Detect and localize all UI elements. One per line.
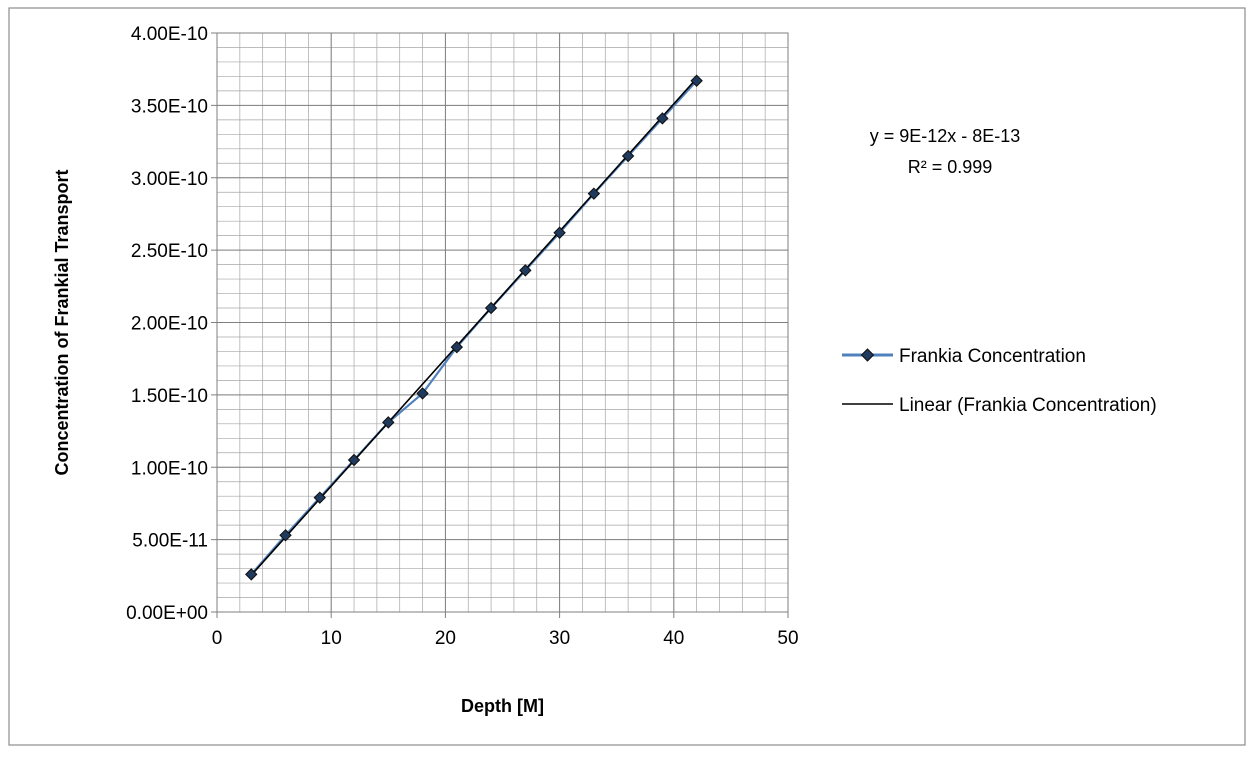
trendline-r-squared: R² = 0.999 <box>908 157 993 177</box>
legend-item-series[interactable]: Frankia Concentration <box>842 346 1086 367</box>
y-axis-title: Concentration of Frankial Transport <box>52 169 72 475</box>
data-point-marker[interactable] <box>245 568 258 581</box>
data-point-marker[interactable] <box>587 187 601 200</box>
x-tick-label: 20 <box>435 628 456 649</box>
legend-label-trendline: Linear (Frankia Concentration) <box>899 395 1157 416</box>
data-point-marker[interactable] <box>279 529 292 542</box>
y-tick-label: 5.00E-11 <box>132 531 208 552</box>
legend-swatch-series-marker <box>860 348 875 362</box>
y-tick-label: 0.00E+00 <box>126 603 208 624</box>
trendline <box>250 77 698 576</box>
y-tick-label: 4.00E-10 <box>131 24 208 45</box>
data-point-marker[interactable] <box>656 112 669 125</box>
chart-border <box>8 7 1246 746</box>
legend: Frankia Concentration Linear (Frankia Co… <box>842 346 1157 416</box>
data-point-marker[interactable] <box>621 149 635 163</box>
y-tick-label: 2.50E-10 <box>131 241 208 262</box>
data-point-marker[interactable] <box>450 340 464 354</box>
x-tick-label: 30 <box>549 628 570 649</box>
series-layer <box>245 74 703 581</box>
legend-item-trendline[interactable]: Linear (Frankia Concentration) <box>842 395 1157 416</box>
data-point-marker[interactable] <box>347 453 361 467</box>
legend-label-series: Frankia Concentration <box>899 346 1086 367</box>
y-tick-label: 1.00E-10 <box>131 458 208 479</box>
axes: 0 10 20 30 40 50 0.00E+00 5.00E-11 1.00E-10 1.50E… <box>52 24 799 716</box>
x-axis-title: Depth [M] <box>461 696 544 716</box>
data-point-marker[interactable] <box>313 491 326 504</box>
y-tick-label: 1.50E-10 <box>131 386 208 407</box>
x-tick-label: 10 <box>321 628 342 649</box>
data-point-marker[interactable] <box>484 301 498 315</box>
data-point-marker[interactable] <box>519 264 532 277</box>
data-point-marker[interactable] <box>416 387 429 400</box>
x-tick-label: 50 <box>777 628 798 649</box>
data-point-marker[interactable] <box>690 74 703 87</box>
data-point-marker[interactable] <box>553 226 566 239</box>
trendline-equation: y = 9E-12x - 8E-13 <box>870 126 1021 146</box>
y-tick-label: 3.50E-10 <box>131 96 208 117</box>
y-tick-label: 2.00E-10 <box>131 314 208 335</box>
x-tick-label: 40 <box>663 628 684 649</box>
grid <box>216 32 789 613</box>
data-point-marker[interactable] <box>382 416 395 429</box>
x-tick-label: 0 <box>212 628 223 649</box>
y-tick-label: 3.00E-10 <box>131 169 208 190</box>
